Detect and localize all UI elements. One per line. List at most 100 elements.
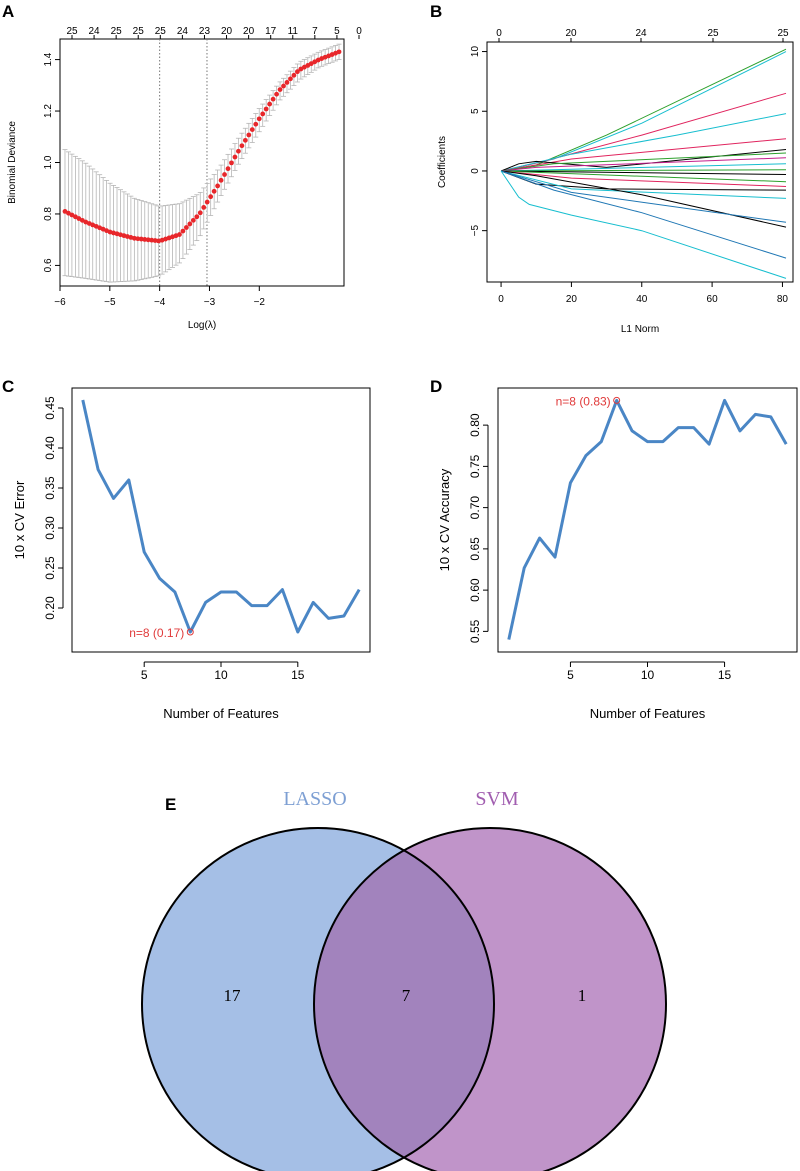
top-axis-label: 23 (199, 26, 211, 37)
deviance-point (138, 236, 144, 242)
coefficient-path (501, 170, 787, 228)
top-axis-label: 25 (777, 28, 789, 39)
y-axis-title: 10 x CV Accuracy (437, 468, 452, 571)
x-tick-label: 10 (214, 668, 228, 682)
deviance-point (177, 232, 182, 237)
y-tick-label: 0 (470, 168, 481, 174)
deviance-point (288, 76, 293, 82)
top-axis-label: 11 (288, 26, 299, 37)
deviance-point (260, 111, 266, 117)
optimal-point-label: n=8 (0.83) (556, 394, 611, 408)
coefficient-path (500, 170, 787, 223)
deviance-point (263, 106, 269, 112)
coefficient-path (501, 163, 787, 172)
panel-c-cv-error: 5 10 15 0.20 0.25 0.30 0.35 0.40 0.45 Number of F… (12, 387, 371, 721)
deviance-point (145, 237, 151, 243)
y-tick-label: 1.2 (43, 104, 54, 118)
coefficient-path (501, 170, 787, 175)
panel-label-c: C (2, 377, 14, 396)
y-tick-label: 0.70 (468, 496, 482, 520)
x-tick-label: 0 (498, 294, 504, 305)
y-tick-label: 5 (470, 108, 481, 114)
deviance-point (183, 225, 189, 230)
deviance-point (142, 237, 148, 242)
deviance-point (208, 194, 214, 200)
optimal-point-marker (186, 628, 194, 636)
deviance-point (232, 154, 238, 160)
deviance-point (211, 188, 217, 194)
deviance-point (270, 96, 276, 102)
coefficient-path (501, 170, 787, 183)
deviance-point (190, 217, 196, 223)
y-tick-label: 0.60 (468, 578, 482, 602)
deviance-point (336, 49, 342, 55)
y-tick-label: 0.75 (468, 454, 482, 478)
intersection-count: 7 (402, 986, 411, 1005)
x-axis-title: L1 Norm (621, 324, 659, 335)
top-axis-label: 17 (265, 26, 277, 37)
y-tick-label: 0.35 (43, 476, 57, 500)
y-tick-label: 1.4 (43, 52, 54, 66)
deviance-point (225, 166, 231, 172)
y-tick-label: 1.0 (43, 155, 54, 169)
x-axis-title: Number of Features (163, 706, 279, 721)
panel-a-lasso-cv: −6 −5 −4 −3 −2 0.6 0.8 1.0 1.2 1.4 Log(λ) Binomial … (7, 26, 362, 331)
x-tick-label: −6 (54, 297, 66, 308)
panel-d-cv-accuracy: 5 10 15 0.55 0.60 0.65 0.70 0.75 0.80 Number of F… (437, 387, 798, 721)
deviance-point (222, 172, 227, 177)
deviance-point (281, 83, 286, 89)
deviance-point (242, 137, 248, 143)
y-tick-label: 0.40 (43, 436, 57, 460)
panel-label-e: E (165, 795, 176, 814)
panel-label-d: D (430, 377, 442, 396)
x-tick-label: −5 (104, 297, 116, 308)
deviance-point (236, 148, 241, 154)
top-axis-label: 0 (356, 26, 362, 37)
deviance-point (149, 237, 155, 243)
coefficient-path (501, 170, 787, 187)
deviance-point (194, 214, 200, 220)
intersection-region (314, 828, 494, 1171)
coefficient-path (500, 113, 787, 172)
coefficient-path (501, 138, 787, 172)
deviance-point (204, 199, 210, 205)
top-axis-label: 25 (111, 26, 123, 37)
deviance-point (246, 132, 252, 138)
coefficient-path (501, 169, 787, 172)
x-tick-label: 15 (291, 668, 305, 682)
coefficient-path (501, 48, 787, 172)
plot-frame (59, 38, 345, 287)
lasso-set-label: LASSO (283, 788, 346, 810)
coefficient-path (500, 170, 787, 199)
coefficient-path (500, 149, 787, 172)
panel-label-a: A (2, 2, 14, 21)
x-tick-label: 40 (636, 294, 648, 305)
top-axis-label: 25 (707, 28, 719, 39)
deviance-point (218, 177, 224, 183)
deviance-point (187, 221, 193, 227)
top-axis-label: 24 (89, 26, 101, 37)
x-axis-title: Number of Features (590, 706, 706, 721)
deviance-point (215, 183, 221, 189)
top-axis-label: 7 (312, 26, 318, 37)
deviance-point (249, 127, 255, 133)
svm-set-outline (313, 827, 667, 1171)
y-tick-label: −5 (470, 225, 481, 237)
svm-set-label: SVM (475, 788, 519, 810)
top-axis-label: 20 (243, 26, 255, 37)
deviance-point (201, 205, 207, 210)
top-axis-label: 25 (133, 26, 145, 37)
x-tick-label: 80 (777, 294, 789, 305)
deviance-point (277, 87, 283, 93)
deviance-point (256, 116, 262, 122)
top-axis-label: 5 (334, 26, 340, 37)
deviance-point (229, 160, 234, 166)
panel-e-venn: LASSO SVM 17 7 1 (141, 788, 667, 1171)
coefficient-path (500, 170, 787, 259)
cv-line (81, 399, 361, 634)
deviance-point (284, 80, 290, 85)
x-tick-label: 15 (718, 668, 732, 682)
top-axis-label: 25 (66, 26, 78, 37)
deviance-point (267, 101, 273, 107)
